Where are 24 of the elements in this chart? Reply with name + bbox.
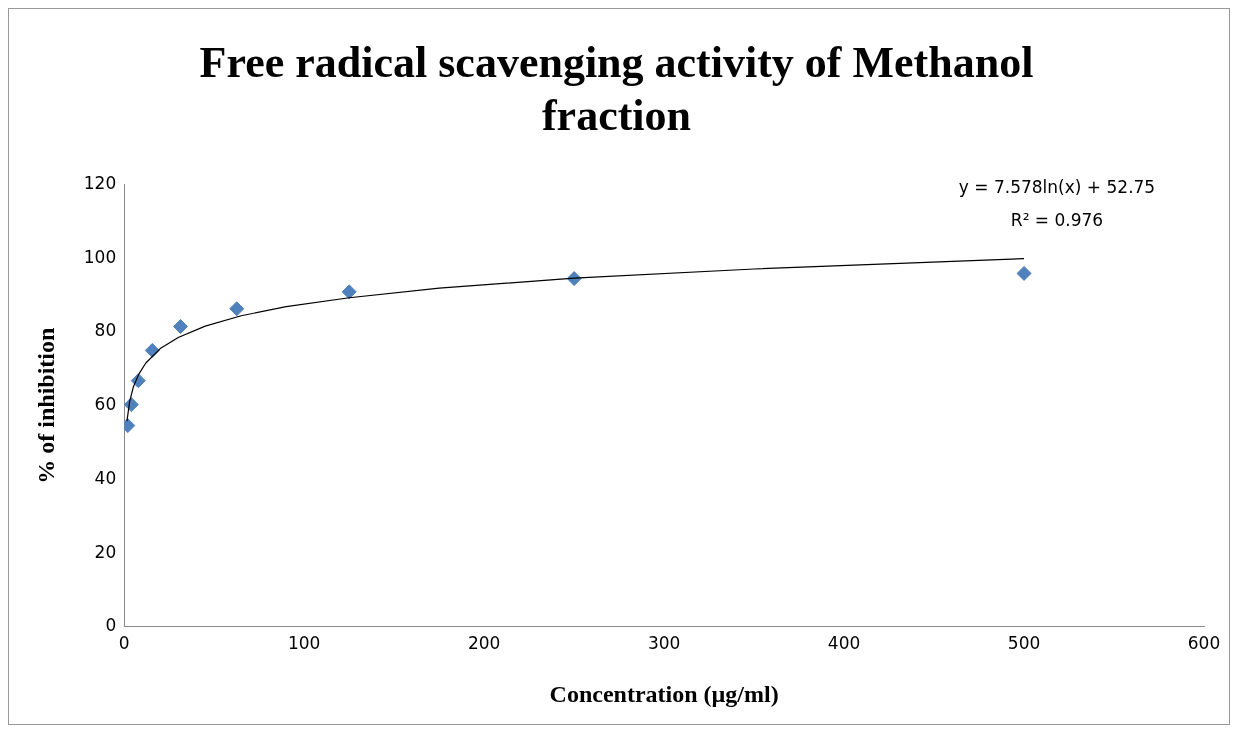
annotation: R² = 0.976 — [1010, 210, 1104, 231]
point — [229, 301, 245, 317]
point — [172, 318, 188, 334]
x-tick-label: 0 — [118, 633, 130, 654]
x-tick-label: 400 — [827, 633, 861, 654]
y-tick-label: 80 — [94, 320, 117, 341]
point — [1016, 265, 1032, 281]
x-tick-label: 300 — [647, 633, 681, 654]
point — [341, 284, 357, 300]
y-tick-label: 20 — [94, 541, 117, 562]
y-tick-label: 40 — [94, 467, 117, 488]
y-tick-label: 120 — [83, 173, 117, 194]
x-tick-label: 500 — [1007, 633, 1041, 654]
y-tick-label: 100 — [83, 246, 117, 267]
y-axis-title: % of inhibition — [32, 327, 59, 484]
annotation: y = 7.578ln(x) + 52.75 — [958, 177, 1156, 198]
x-tick-label: 200 — [467, 633, 501, 654]
point — [144, 342, 160, 358]
x-tick-label: 600 — [1187, 633, 1221, 654]
chart-title: Free radical scavenging activity of Methanol fraction — [199, 37, 1034, 140]
x-axis-title: Concentration (µg/ml) — [549, 680, 779, 707]
y-tick-label: 60 — [94, 394, 117, 415]
y-tick-label: 0 — [105, 615, 117, 636]
x-tick-label: 100 — [287, 633, 321, 654]
